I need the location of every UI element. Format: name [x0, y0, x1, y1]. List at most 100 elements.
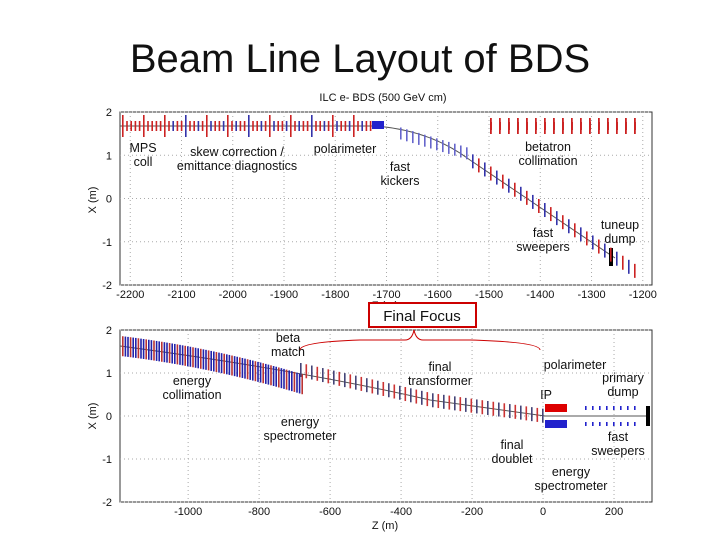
magnet [622, 255, 624, 270]
x-tick-label: -1400 [526, 289, 554, 301]
magnet [316, 366, 319, 381]
magnet [264, 121, 267, 131]
magnet [311, 115, 313, 137]
magnet [222, 121, 225, 131]
magnet [187, 346, 189, 367]
magnet [536, 407, 539, 422]
magnet [256, 121, 258, 131]
magnet [371, 379, 374, 394]
x-tick-label: 0 [540, 506, 546, 518]
magnet [592, 406, 594, 410]
magnet [218, 352, 220, 373]
magnet [322, 368, 324, 383]
brace [299, 329, 541, 351]
magnet [236, 356, 238, 377]
magnet [273, 121, 275, 131]
magnet [189, 346, 192, 367]
y-axis-label: X (m) [87, 187, 99, 214]
magnet [333, 370, 335, 385]
annotation: energy spectrometer [264, 415, 337, 443]
magnet [147, 121, 149, 131]
magnet [239, 357, 241, 378]
magnet [210, 350, 212, 371]
magnet [393, 384, 396, 399]
magnet [327, 369, 330, 384]
magnet [134, 121, 137, 131]
callout-box [368, 302, 477, 328]
magnet [306, 121, 309, 131]
magnet [514, 404, 517, 419]
magnet [499, 122, 501, 130]
magnet [400, 127, 402, 140]
magnet [207, 350, 210, 371]
magnet [412, 131, 414, 144]
magnet [613, 406, 615, 410]
magnet [193, 121, 195, 131]
magnet [148, 339, 150, 360]
magnet [243, 121, 246, 131]
annotation: energy collimation [162, 374, 221, 402]
magnet [176, 121, 179, 131]
magnet [166, 342, 168, 363]
magnet [607, 122, 609, 130]
y-tick-label: -1 [102, 237, 112, 249]
magnet [192, 347, 194, 368]
magnet [143, 115, 145, 137]
annotation: betatron collimation [518, 140, 577, 168]
magnet [620, 406, 622, 410]
magnet [163, 342, 166, 363]
magnet [604, 243, 606, 258]
magnet [377, 380, 379, 395]
magnet [132, 337, 134, 358]
magnet [302, 121, 305, 131]
magnet [472, 154, 474, 169]
magnet [437, 394, 440, 409]
magnet [213, 351, 215, 372]
magnet [562, 215, 564, 230]
magnet [231, 355, 233, 376]
magnet [259, 362, 262, 383]
magnet [180, 121, 183, 131]
magnet [277, 121, 279, 131]
magnet [151, 121, 153, 131]
magnet [357, 121, 359, 131]
magnet [248, 115, 250, 137]
magnet [454, 396, 456, 411]
magnet [410, 388, 412, 403]
x-tick-label: -1600 [424, 289, 452, 301]
annotation: fast sweepers [591, 430, 645, 458]
magnet [502, 174, 504, 189]
magnet [562, 122, 564, 130]
magnet [574, 223, 576, 238]
annotation: fast kickers [381, 160, 420, 188]
magnet [344, 373, 346, 388]
magnet [585, 406, 587, 410]
magnet [206, 115, 208, 137]
magnet [526, 122, 528, 130]
annotation: MPS coll [129, 141, 156, 169]
x-tick-label: -1000 [174, 506, 202, 518]
magnet [550, 207, 552, 222]
magnet [227, 115, 229, 137]
magnet [508, 178, 510, 193]
magnet [606, 422, 608, 426]
magnet [598, 122, 600, 130]
annotation: polarimeter [314, 142, 377, 156]
magnet [627, 406, 629, 410]
y-tick-label: -2 [102, 280, 112, 292]
magnet [360, 376, 363, 391]
magnet [616, 122, 618, 130]
annotations: MPS coll skew correction / emittance diagn… [129, 140, 644, 493]
magnet [599, 422, 601, 426]
magnet [137, 338, 140, 359]
magnet [365, 121, 368, 131]
magnet [270, 365, 272, 386]
magnet [315, 121, 317, 131]
annotation: fast sweepers [516, 226, 570, 254]
magnet [459, 397, 462, 412]
magnet [231, 121, 233, 131]
magnet [466, 147, 468, 160]
magnet [634, 422, 636, 426]
magnet [535, 122, 537, 130]
x-axis-label: Z (m) [372, 520, 398, 532]
